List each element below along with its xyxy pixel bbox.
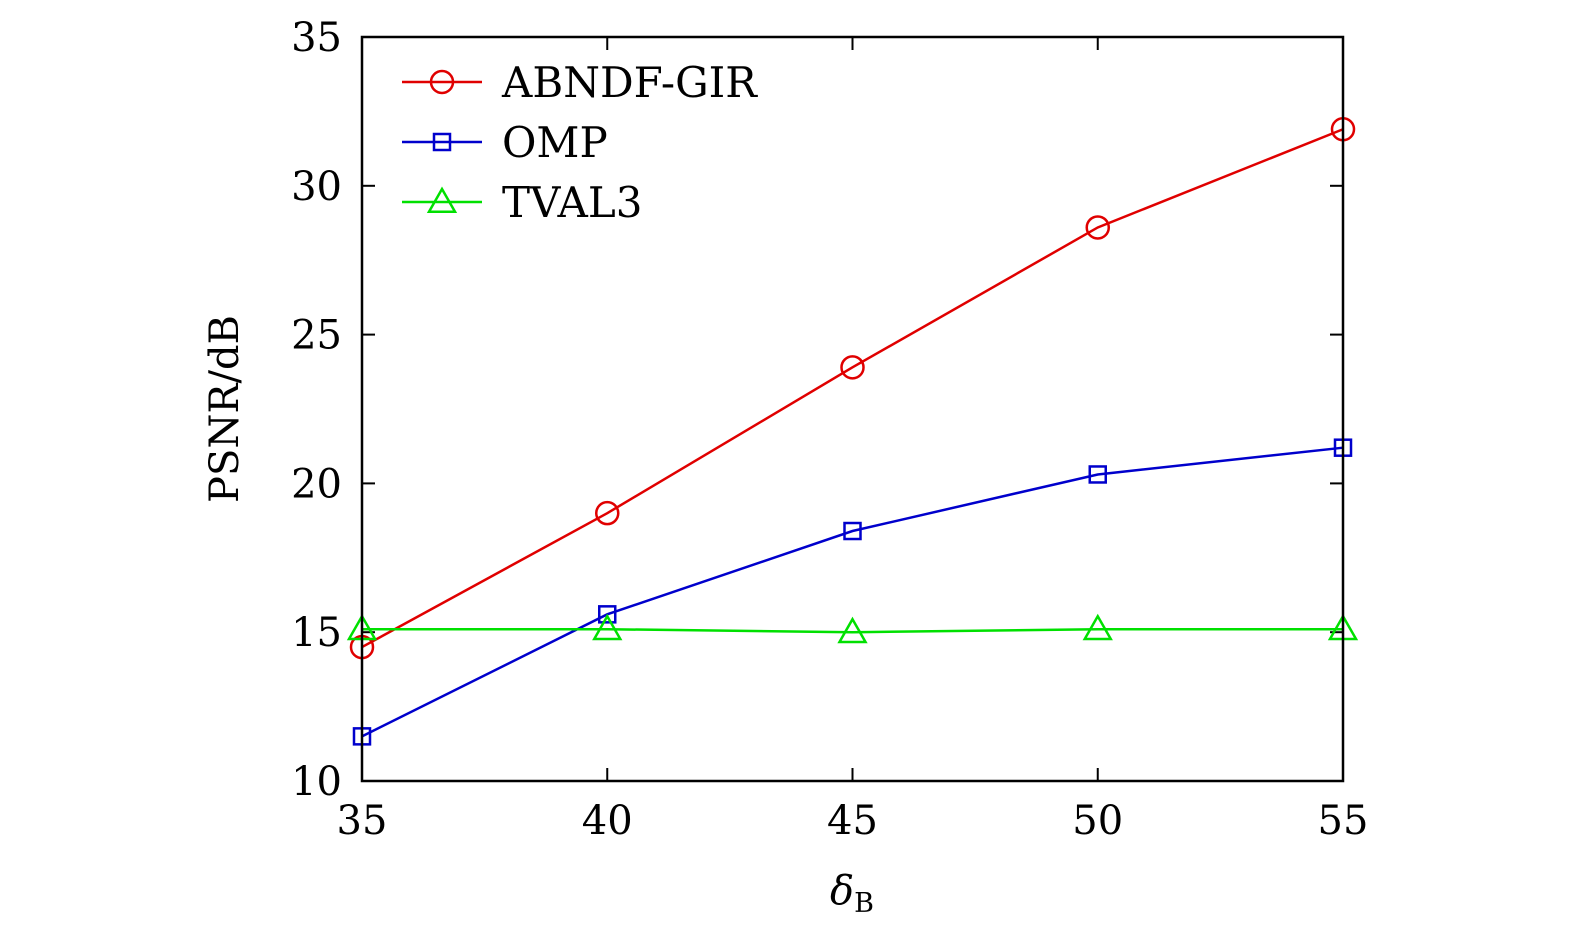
plot-frame xyxy=(360,35,1345,783)
y-tick-label: 35 xyxy=(291,15,342,61)
data-point-triangle xyxy=(837,616,868,644)
legend-label: OMP xyxy=(502,118,608,167)
series-line xyxy=(361,128,1344,649)
data-point-square xyxy=(1088,465,1107,484)
x-axis-title-subscript: B xyxy=(854,888,874,919)
x-tick-label: 45 xyxy=(827,798,878,844)
y-tick-label: 15 xyxy=(291,610,342,656)
series-line xyxy=(362,627,1343,634)
x-axis-title-main: δ xyxy=(830,868,854,914)
y-axis-title: PSNR/dB xyxy=(202,315,248,503)
series-tval3 xyxy=(346,613,1359,644)
data-point-square xyxy=(598,605,617,624)
legend-label: ABNDF-GIR xyxy=(501,58,758,107)
x-axis-title: δB xyxy=(830,868,874,919)
data-point-triangle xyxy=(592,613,623,641)
data-point-circle xyxy=(1085,215,1110,240)
y-tick-label: 25 xyxy=(291,313,342,359)
legend-entry: TVAL3 xyxy=(402,178,642,227)
data-point-square xyxy=(843,521,862,541)
legend-marker-triangle xyxy=(426,186,458,213)
legend-marker-square xyxy=(432,132,452,152)
x-tick-label: 55 xyxy=(1318,798,1369,844)
legend: ABNDF-GIR OMP TVAL3 xyxy=(402,58,758,227)
data-point-circle xyxy=(595,500,620,526)
data-point-circle xyxy=(840,355,865,380)
series-omp xyxy=(352,438,1353,746)
legend-label: TVAL3 xyxy=(502,178,642,227)
y-tick-label: 20 xyxy=(291,461,342,507)
legend-entry: ABNDF-GIR xyxy=(402,58,758,107)
x-tick-label: 50 xyxy=(1072,798,1123,844)
y-tick-label: 10 xyxy=(291,759,342,805)
y-tick-label: 30 xyxy=(291,164,342,210)
tick-labels: 35 40 45 50 55 10 15 20 25 30 35 xyxy=(291,15,1368,844)
legend-entry: OMP xyxy=(402,118,608,167)
x-tick-label: 40 xyxy=(582,798,633,844)
legend-marker-circle xyxy=(429,69,455,95)
series-line xyxy=(361,446,1344,738)
x-tick-label: 35 xyxy=(337,798,388,844)
series-layer xyxy=(346,117,1359,746)
data-point-triangle xyxy=(1082,613,1113,641)
